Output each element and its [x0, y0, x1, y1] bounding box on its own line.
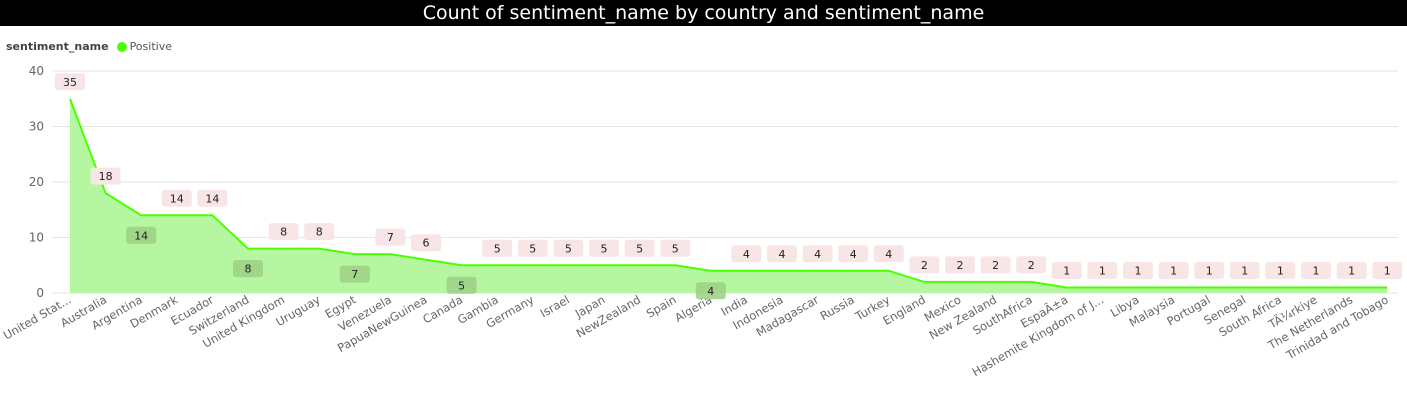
data-label: 1: [1063, 264, 1070, 277]
data-label: 35: [63, 76, 77, 89]
data-label-bg: [304, 223, 335, 241]
data-label-bg: [624, 239, 655, 257]
x-tick-label: Israel: [538, 292, 572, 320]
data-label: 2: [957, 259, 964, 272]
data-label: 4: [743, 248, 750, 261]
data-label-bg: [1158, 261, 1189, 279]
data-label: 1: [1170, 264, 1177, 277]
data-label-bg: [695, 282, 726, 300]
data-label: 4: [814, 248, 821, 261]
data-label-bg: [731, 245, 762, 263]
data-label: 4: [707, 285, 714, 298]
data-label: 8: [316, 226, 323, 239]
data-label: 4: [885, 248, 892, 261]
data-label-bg: [339, 265, 370, 283]
data-label-bg: [1123, 261, 1153, 279]
data-label-bg: [660, 239, 691, 257]
data-label-bg: [1051, 261, 1082, 279]
x-tick-label: Russia: [818, 292, 857, 323]
data-label-bg: [767, 245, 797, 263]
y-tick-label: 40: [29, 64, 44, 78]
data-label: 2: [1028, 259, 1035, 272]
data-label: 5: [529, 242, 536, 255]
data-label: 7: [351, 268, 358, 281]
data-label-bg: [126, 226, 157, 244]
data-label-bg: [945, 256, 975, 274]
data-label-bg: [1229, 261, 1260, 279]
data-label-bg: [233, 260, 263, 278]
data-label: 1: [1241, 264, 1248, 277]
chart-title: Count of sentiment_name by country and s…: [0, 0, 1407, 26]
legend-title: sentiment_name: [6, 40, 109, 53]
data-label-bg: [802, 245, 833, 263]
series-area-positive: [70, 98, 1388, 293]
data-label: 6: [423, 237, 430, 250]
data-label: 14: [205, 192, 219, 205]
data-label-bg: [161, 189, 192, 207]
y-tick-label: 10: [29, 231, 44, 245]
data-label: 2: [992, 259, 999, 272]
data-label: 1: [1348, 264, 1355, 277]
data-label-bg: [90, 167, 121, 185]
data-label: 1: [1313, 264, 1320, 277]
data-label: 1: [1384, 264, 1391, 277]
data-label-bg: [517, 239, 548, 257]
data-label: 14: [170, 192, 184, 205]
data-label-bg: [1265, 261, 1296, 279]
data-label-bg: [873, 245, 904, 263]
y-tick-label: 0: [36, 286, 44, 300]
data-label: 7: [387, 231, 394, 244]
data-label-bg: [268, 223, 299, 241]
data-label: 4: [850, 248, 857, 261]
data-label-bg: [1372, 261, 1403, 279]
data-label: 5: [672, 242, 679, 255]
data-label-bg: [838, 245, 869, 263]
data-label: 18: [99, 170, 113, 183]
data-label-bg: [553, 239, 584, 257]
data-label: 1: [1206, 264, 1213, 277]
data-label: 1: [1099, 264, 1106, 277]
data-label-bg: [446, 276, 477, 294]
data-label-bg: [482, 239, 513, 257]
data-label-bg: [1087, 261, 1118, 279]
y-tick-label: 30: [29, 120, 44, 134]
legend[interactable]: sentiment_name Positive: [6, 40, 172, 53]
data-label-bg: [1301, 261, 1331, 279]
data-label-bg: [411, 234, 441, 252]
data-label-bg: [1194, 261, 1225, 279]
legend-label-positive: Positive: [129, 40, 172, 53]
data-label-bg: [1016, 256, 1047, 274]
data-label-bg: [909, 256, 940, 274]
data-label: 1: [1135, 264, 1142, 277]
data-label: 14: [134, 229, 148, 242]
data-label-bg: [55, 73, 85, 91]
data-label: 5: [458, 279, 465, 292]
data-label: 5: [601, 242, 608, 255]
series-line-positive: [69, 98, 1388, 289]
data-label: 2: [921, 259, 928, 272]
data-label: 5: [494, 242, 501, 255]
data-label: 5: [636, 242, 643, 255]
data-label-bg: [589, 239, 619, 257]
data-label-bg: [197, 189, 228, 207]
data-label: 4: [779, 248, 786, 261]
data-label: 8: [280, 226, 287, 239]
data-label-bg: [1336, 261, 1367, 279]
legend-marker-positive: [116, 41, 127, 52]
y-tick-label: 20: [29, 175, 44, 189]
data-label-bg: [980, 256, 1011, 274]
data-label: 5: [565, 242, 572, 255]
data-label-bg: [375, 228, 406, 246]
data-label: 8: [245, 263, 252, 276]
data-label: 1: [1277, 264, 1284, 277]
